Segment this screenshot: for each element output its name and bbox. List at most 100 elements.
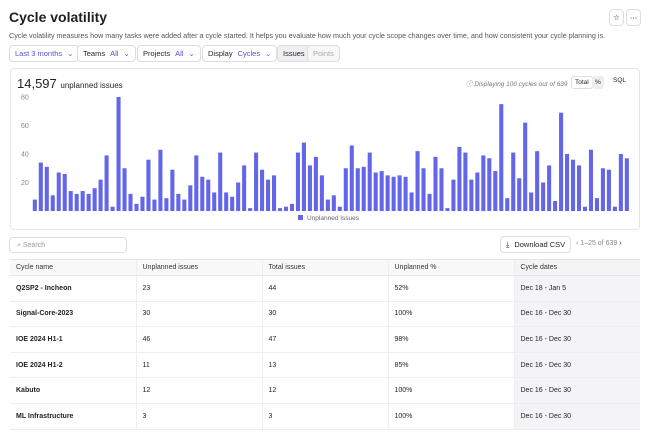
title: Cycle volatility: [9, 9, 108, 25]
bar: [146, 159, 151, 211]
bar: [266, 179, 271, 211]
cell: 44: [261, 275, 388, 302]
bar: [499, 104, 504, 211]
cell: 12: [135, 377, 262, 404]
row[interactable]: IOE 2024 H1-2 11 13 85% Dec 16 - Dec 30: [10, 352, 640, 379]
row[interactable]: ML Infrastructure 3 3 100% Dec 16 - Dec 30: [10, 403, 640, 430]
total: 14,597 unplanned issues: [17, 76, 123, 91]
bar: [158, 149, 163, 211]
bar: [224, 192, 229, 211]
row[interactable]: Signal-Core-2023 30 30 100% Dec 16 - Dec 30: [10, 301, 640, 328]
bar: [367, 152, 372, 211]
bar: [188, 185, 193, 211]
bar: [535, 151, 540, 211]
bar: [277, 208, 283, 211]
bar: [588, 149, 594, 211]
cell: Dec 16 - Dec 30: [513, 403, 640, 430]
cell: Signal-Core-2023: [10, 301, 136, 328]
note: ⓘ Displaying 100 cycles out of 639: [466, 81, 568, 88]
bar: [50, 195, 55, 211]
bar: [68, 191, 73, 211]
bar: [38, 162, 43, 211]
bar: [511, 152, 516, 211]
download-button[interactable]: ⤓ Download CSV: [500, 236, 572, 253]
bar: [104, 155, 109, 211]
bar: [553, 201, 558, 211]
total-value: 14,597: [17, 76, 57, 91]
bar: [62, 173, 67, 211]
bar: [248, 208, 253, 211]
bar: [74, 193, 79, 211]
star-button[interactable]: ☆: [609, 9, 624, 26]
cell: Dec 16 - Dec 30: [513, 377, 640, 404]
bar: [32, 199, 37, 211]
bar: [445, 208, 450, 211]
bar: [415, 151, 420, 211]
cell: 100%: [387, 377, 514, 404]
y-tick-label: 80: [21, 95, 29, 102]
label: Projects: [143, 49, 171, 58]
bar: [385, 175, 390, 211]
y-tick-label: 40: [21, 152, 29, 159]
bar: [624, 158, 629, 211]
cell: 85%: [387, 352, 514, 379]
bar: [325, 199, 330, 211]
column-header[interactable]: Unplanned %: [387, 259, 514, 276]
bar: [283, 206, 289, 211]
total-label: unplanned issues: [60, 81, 123, 90]
cell: 98%: [387, 326, 514, 353]
sql-button[interactable]: SQL: [613, 77, 627, 84]
cell: Q2SP2 - Incheon: [10, 275, 136, 302]
bar: [481, 155, 486, 211]
bar: [212, 192, 217, 211]
label: Teams: [83, 49, 106, 58]
row[interactable]: Kabuto 12 12 100% Dec 16 - Dec 30: [10, 377, 640, 404]
description: Cycle volatility measures how many tasks…: [9, 31, 606, 40]
row[interactable]: IOE 2024 H1-1 46 47 98% Dec 16 - Dec 30: [10, 326, 640, 353]
cell: 23: [135, 275, 262, 302]
y-tick-label: 20: [21, 180, 29, 187]
bar: [361, 166, 366, 211]
bar: [349, 145, 354, 211]
bar: [319, 175, 324, 211]
cell: Dec 16 - Dec 30: [513, 301, 640, 328]
bar: [152, 199, 157, 211]
bar: [140, 196, 145, 211]
cell: IOE 2024 H1-2: [10, 352, 136, 379]
bar: [307, 165, 312, 211]
cell: 30: [261, 301, 388, 328]
bar: [487, 158, 492, 211]
bar: [289, 203, 295, 211]
bar: [439, 168, 444, 211]
bar: [541, 182, 546, 211]
teams-filter[interactable]: Teams All ⌄: [77, 45, 136, 62]
cell: 13: [261, 352, 388, 379]
column-header[interactable]: Unplanned issues: [135, 259, 262, 276]
bar: [463, 152, 468, 211]
bar: [331, 195, 336, 211]
column-header[interactable]: Cycle name: [10, 259, 136, 276]
bar-chart: 20 40 60 80 Unplanned Issues: [21, 95, 629, 222]
bar: [475, 172, 480, 211]
column-header[interactable]: Total issues: [261, 259, 388, 276]
more-button[interactable]: ⋯: [626, 9, 641, 26]
y-tick-label: 60: [21, 123, 29, 130]
column-header[interactable]: Cycle dates: [513, 259, 640, 276]
bar: [337, 206, 342, 211]
bar: [373, 172, 378, 211]
period-filter[interactable]: Last 3 months ⌄: [9, 45, 80, 62]
bar: [182, 199, 187, 211]
bar: [301, 142, 306, 211]
value: All: [110, 49, 119, 58]
search-input[interactable]: ⌕ Search: [9, 237, 127, 253]
projects-filter[interactable]: Projects All ⌄: [137, 45, 201, 62]
bar: [260, 169, 265, 211]
display-filter[interactable]: Display Cycles ⌄: [202, 45, 278, 62]
cycles-table: Cycle name Unplanned issues Total issues Un…: [10, 259, 640, 430]
cell: 12: [261, 377, 388, 404]
row[interactable]: Q2SP2 - Incheon 23 44 52% Dec 18 - Jan 5: [10, 275, 640, 302]
bar: [403, 176, 408, 211]
cell: 3: [135, 403, 262, 430]
toggle[interactable]: %: [592, 76, 604, 89]
tab[interactable]: Points: [307, 45, 340, 62]
